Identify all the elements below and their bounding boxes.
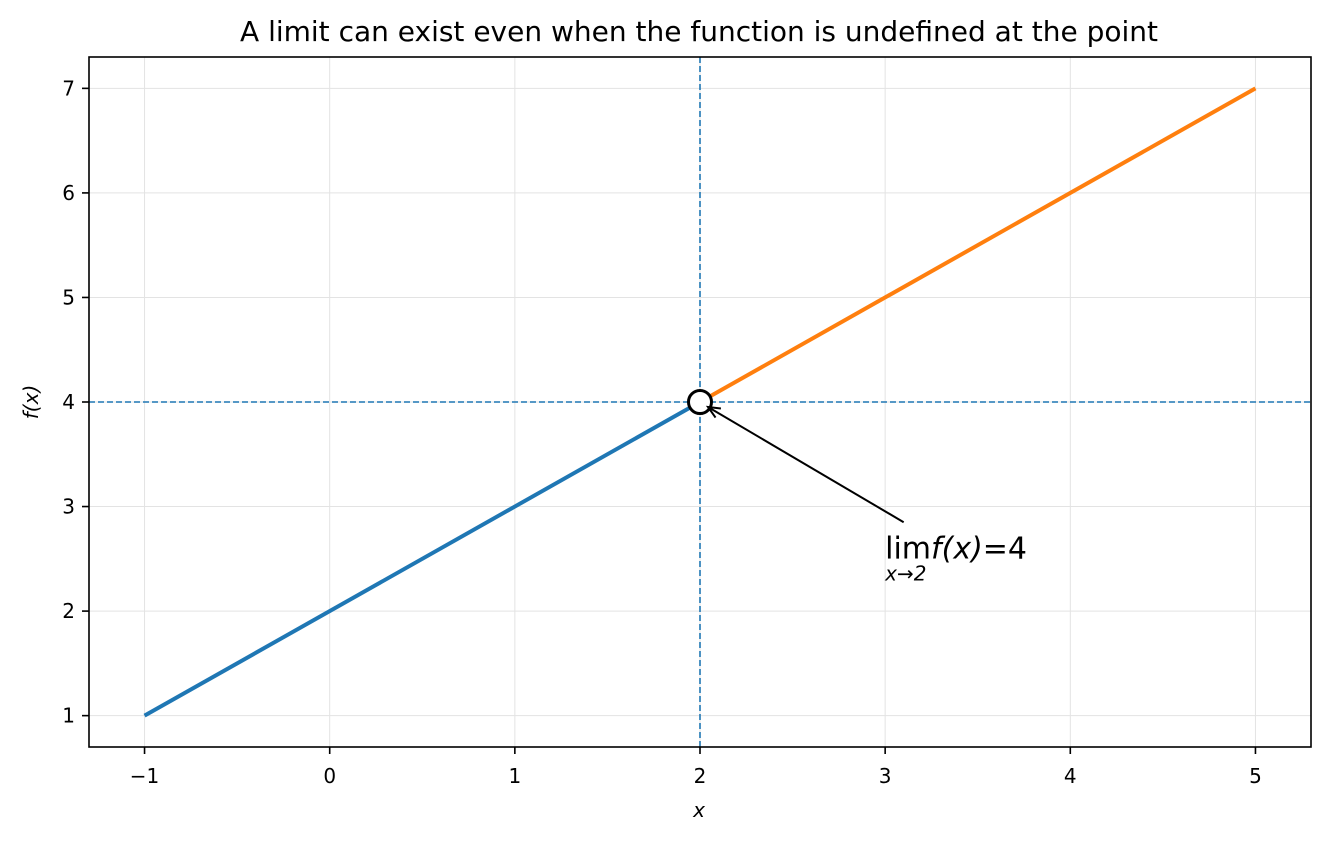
x-tick-label-0: −1 <box>130 764 159 788</box>
y-tick-label-5: 6 <box>62 181 75 205</box>
series-line-0 <box>143 400 701 718</box>
x-tick-label-5: 4 <box>1064 764 1077 788</box>
series-line-1 <box>699 86 1257 404</box>
x-tick-label-3: 2 <box>694 764 707 788</box>
x-axis: −1 0 1 2 3 4 5 <box>130 747 1262 788</box>
y-tick-label-2: 3 <box>62 495 75 519</box>
markers <box>687 389 713 415</box>
annotation-text: limf(x)=4 <box>885 531 1027 566</box>
annotation-function: f(x) <box>931 531 983 566</box>
annotation-value: =4 <box>983 531 1027 566</box>
annotation-arrow <box>707 406 905 524</box>
y-tick-label-3: 4 <box>62 390 75 414</box>
annotation-subscript: x→2 <box>884 561 926 585</box>
open-point-marker <box>687 389 713 415</box>
series-group <box>143 86 1257 718</box>
x-tick-label-1: 0 <box>323 764 336 788</box>
annotation-arrowhead <box>705 405 722 419</box>
x-tick-label-4: 3 <box>879 764 892 788</box>
x-tick-label-2: 1 <box>508 764 521 788</box>
y-tick-label-6: 7 <box>62 76 75 100</box>
y-axis: 1 2 3 4 5 6 7 <box>62 76 89 728</box>
y-axis-label: f(x) <box>19 385 43 419</box>
y-tick-label-4: 5 <box>62 285 75 309</box>
chart-title: A limit can exist even when the function… <box>240 15 1158 48</box>
y-tick-label-1: 2 <box>62 599 75 623</box>
x-axis-label: x <box>692 798 705 822</box>
annotation-lim: lim <box>885 531 931 566</box>
limit-annotation: limf(x)=4 x→2 <box>705 405 1027 585</box>
x-tick-label-6: 5 <box>1249 764 1262 788</box>
y-tick-label-0: 1 <box>62 704 75 728</box>
